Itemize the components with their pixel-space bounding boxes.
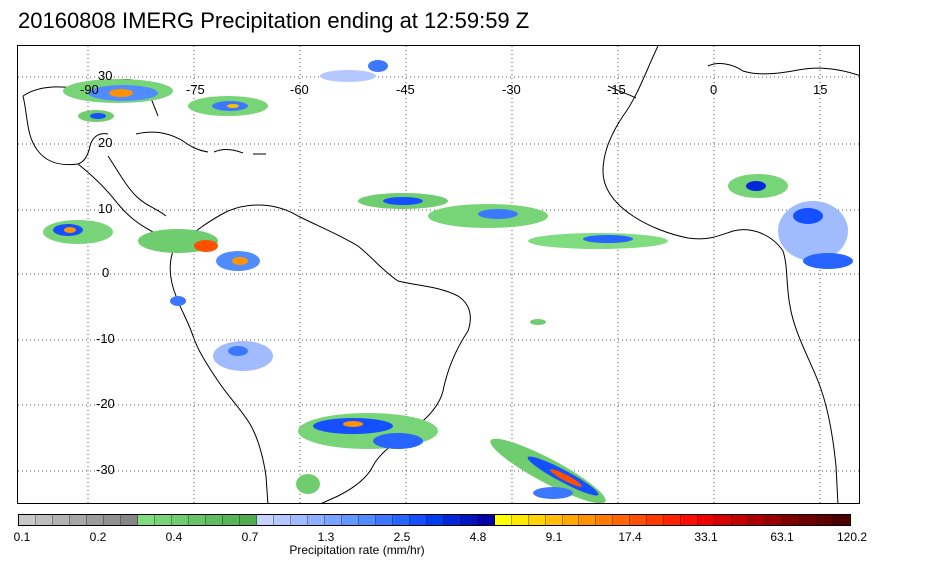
colorbar-swatch [698,515,716,525]
colorbar-swatch [375,515,393,525]
colorbar-swatch [86,515,104,525]
coastline-iberia [707,63,859,76]
colorbar-swatch [392,515,410,525]
colorbar-tick-label: 0.1 [13,530,31,544]
colorbar-swatch [52,515,70,525]
colorbar-swatch [222,515,240,525]
lat-label: -10 [96,331,115,346]
colorbar-swatch [358,515,376,525]
colorbar-swatch [732,515,750,525]
colorbar-tick-label: 4.8 [469,530,487,544]
lon-label: -60 [290,82,309,97]
colorbar-swatch [664,515,682,525]
colorbar-swatch [290,515,308,525]
colorbar-tick-label: 2.5 [393,530,411,544]
colorbar-tick-label: 0.7 [241,530,259,544]
lat-label: 10 [98,201,113,216]
chart-title: 20160808 IMERG Precipitation ending at 1… [18,8,530,33]
colorbar-tick-label: 63.1 [770,530,794,544]
colorbar-swatch [69,515,87,525]
colorbar-swatch [35,515,53,525]
lat-label: 0 [102,265,110,280]
coastlines [22,46,859,503]
lon-label: -30 [502,82,521,97]
colorbar-tick-label: 9.1 [545,530,563,544]
colorbar-tick-label: 33.1 [694,530,718,544]
colorbar-swatch [749,515,767,525]
colorbar-swatch [137,515,155,525]
colorbar-swatch [545,515,563,525]
lon-label: -75 [186,82,205,97]
precipitation-colorbar [18,514,851,526]
lat-label: 30 [98,68,113,83]
colorbar-swatch [341,515,359,525]
colorbar-swatch [460,515,478,525]
colorbar-swatch [443,515,461,525]
lat-label: -30 [96,462,115,477]
colorbar-caption: Precipitation rate (mm/hr) [289,543,425,557]
colorbar-swatch [205,515,223,525]
colorbar-swatch [426,515,444,525]
colorbar-swatch [817,515,835,525]
colorbar-swatch [800,515,818,525]
colorbar-swatch [273,515,291,525]
colorbar-swatch [19,515,36,525]
colorbar-swatch [324,515,342,525]
coastline-africa [602,46,839,503]
coastline-hispaniola [213,149,244,154]
colorbar-swatch [528,515,546,525]
colorbar-swatch [630,515,648,525]
colorbar-swatch [103,515,121,525]
lon-label: -90 [80,82,99,97]
lon-label: 0 [710,82,718,97]
colorbar-tick-label: 17.4 [618,530,642,544]
colorbar-swatch [409,515,427,525]
colorbar-swatch [647,515,665,525]
colorbar-swatch [120,515,138,525]
colorbar-swatch [239,515,257,525]
colorbar-tick-label: 0.4 [165,530,183,544]
colorbar-tick-label: 1.3 [317,530,335,544]
graticule [18,46,859,503]
colorbar-swatch [477,515,495,525]
precipitation-map[interactable]: -90 -75 -60 -45 -30 -15 0 15 30 20 10 0 … [17,45,860,504]
colorbar-swatch [613,515,631,525]
colorbar-tick-label: 0.2 [89,530,107,544]
colorbar-swatch [562,515,580,525]
colorbar-swatch [579,515,597,525]
colorbar-swatch [256,515,274,525]
coastline-north-fragment [607,85,637,99]
colorbar-swatch [834,515,851,525]
colorbar-swatch [511,515,529,525]
colorbar-swatch [783,515,801,525]
colorbar-swatch [494,515,512,525]
lat-label: -20 [96,396,115,411]
colorbar-swatch [596,515,614,525]
map-canvas [18,46,859,503]
colorbar-swatch [154,515,172,525]
colorbar-swatch [766,515,784,525]
lat-label: 20 [98,135,113,150]
lon-label: 15 [813,82,828,97]
colorbar-swatch [681,515,699,525]
colorbar-tick-label: 120.2 [836,530,868,544]
precipitation-field [43,60,853,503]
coastline-cuba [135,131,209,153]
colorbar-swatch [307,515,325,525]
colorbar-swatch [188,515,206,525]
lon-label: -45 [396,82,415,97]
coastline-central-america-east [107,155,167,217]
colorbar-swatch [171,515,189,525]
lon-label: -15 [607,82,626,97]
coastline-south-america-west [169,250,269,503]
colorbar-swatch [715,515,733,525]
